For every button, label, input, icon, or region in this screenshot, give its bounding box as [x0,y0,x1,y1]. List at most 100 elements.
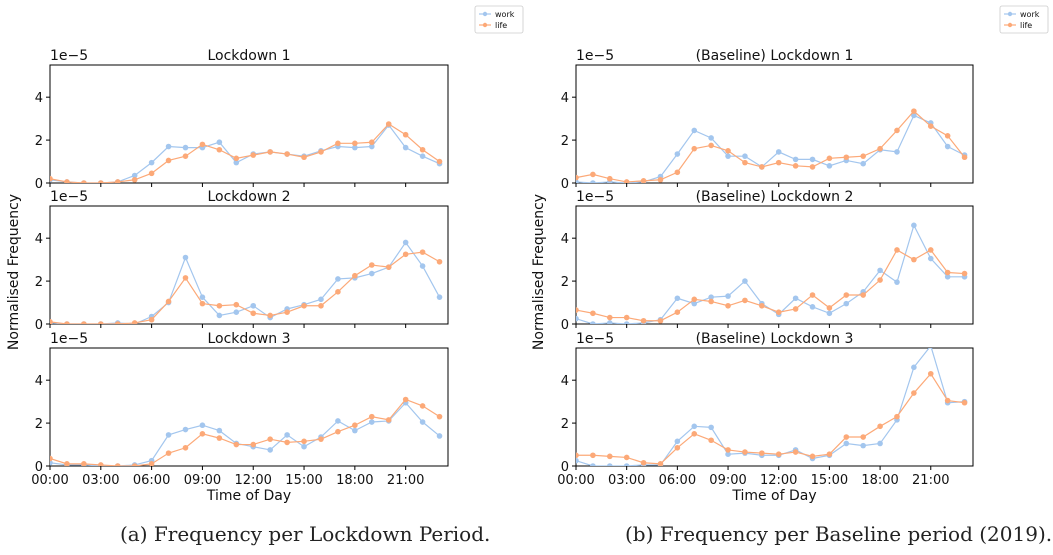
legend-box [999,5,1049,34]
legend-label-life: life [1020,21,1032,30]
x-tick-label: 03:00 [608,473,645,488]
data-point-life [843,292,850,298]
data-point-work [419,419,426,425]
y-tick-label: 4 [561,232,569,247]
x-tick-label: 09:00 [184,473,221,488]
data-point-life [250,310,257,317]
y-axis-label: Normalised Frequency [531,194,547,350]
data-point-life [64,461,70,466]
y-tick-label: 0 [35,318,43,333]
data-point-work [928,348,933,349]
data-point-work [590,463,596,466]
series-work [50,399,443,466]
series-life [50,249,443,324]
data-point-work [131,172,138,179]
y-tick-label: 4 [35,232,43,247]
data-point-life [606,453,613,460]
caption-a: (a) Frequency per Lockdown Period. [120,522,491,546]
plot-frame [49,347,449,467]
data-point-life [131,176,138,183]
data-point-life [368,139,375,146]
data-point-life [98,462,104,466]
data-point-life [148,316,155,323]
series-line-work [50,401,440,466]
series-line-life [50,398,440,466]
data-point-life [81,461,87,466]
data-point-life [792,449,799,455]
x-tick-label: 15:00 [811,473,848,488]
series-line-life [50,251,440,324]
data-point-work [436,433,443,439]
y-tick-label: 0 [35,460,43,475]
data-point-work [725,293,731,299]
plot-frame [575,64,974,184]
data-point-work [216,312,223,319]
series-work [576,112,968,183]
y-scale-label: 1e−5 [576,48,614,64]
data-point-work [199,422,206,429]
data-point-life [385,417,392,423]
data-point-life [742,159,748,166]
data-point-life [843,434,850,440]
data-point-work [301,443,307,450]
data-point-life [165,450,172,456]
data-point-life [216,146,223,153]
caption-b: (b) Frequency per Baseline period (2019)… [625,522,1053,546]
series-line-work [50,241,441,324]
legend-box [474,5,524,34]
chart-panel-2: Lockdown 2 1e−5 0 2 4 Normalised Frequency [6,189,449,350]
data-point-life [199,431,206,437]
data-point-life [775,309,782,316]
data-point-life [402,396,409,403]
data-point-life [894,127,900,134]
chart-title: (Baseline) Lockdown 2 [696,189,854,205]
data-point-work [436,294,443,300]
series-life [576,108,968,183]
x-tick-label: 00:00 [31,473,68,488]
data-point-work [860,442,866,449]
data-point-life [657,461,664,466]
data-point-work [775,149,782,155]
data-point-work [199,294,206,300]
data-point-work [318,296,324,303]
data-point-life [927,247,934,253]
series-life [50,396,443,466]
data-point-work [927,255,934,262]
data-point-life [114,321,121,324]
data-point-life [436,413,443,420]
data-point-life [50,455,53,462]
legend: work life [999,5,1049,34]
data-point-work [368,270,375,277]
data-point-work [623,463,630,466]
data-point-life [775,451,782,458]
data-point-work [708,424,714,431]
data-point-work [674,151,681,157]
data-point-life [50,175,53,182]
data-point-life [301,438,307,445]
data-point-life [284,309,290,316]
data-point-life [640,317,647,324]
data-point-work [182,426,189,433]
x-axis-label: Time of Day [731,488,816,504]
y-tick-label: 0 [561,318,569,333]
data-point-work [691,423,698,430]
series-line-life [576,372,965,465]
data-point-work [826,310,833,317]
data-point-life [623,454,630,461]
data-point-work [691,127,698,134]
data-point-life [402,251,409,258]
data-point-work [944,143,951,150]
series-line-life [576,249,965,322]
data-point-work [233,309,240,316]
data-point-life [250,152,257,158]
y-tick-label: 2 [561,134,569,149]
data-point-life [402,131,409,138]
data-point-life [927,370,934,377]
data-point-work [843,440,850,447]
data-point-life [809,453,816,460]
data-point-life [165,157,172,164]
data-point-work [894,149,900,155]
data-point-work [826,163,833,169]
data-point-life [860,292,866,298]
series-life [576,247,968,324]
